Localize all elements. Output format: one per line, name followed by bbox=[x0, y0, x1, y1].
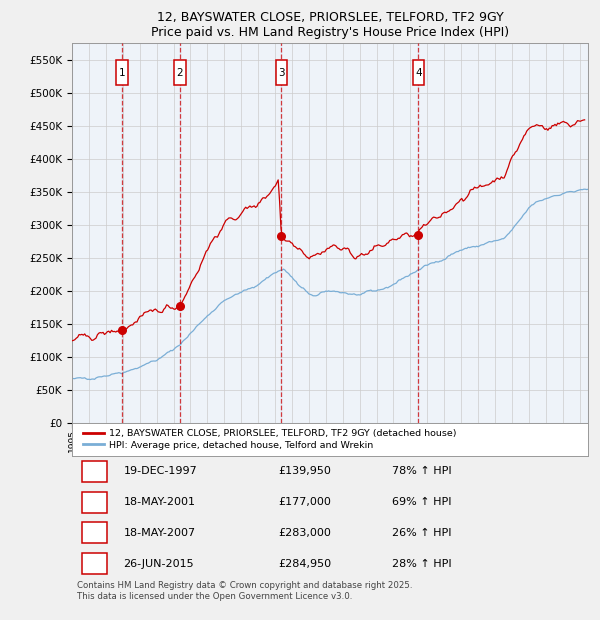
Text: £284,950: £284,950 bbox=[278, 559, 332, 569]
Bar bbox=[418, 43, 588, 423]
Text: 2: 2 bbox=[176, 68, 183, 78]
Text: 26-JUN-2015: 26-JUN-2015 bbox=[124, 559, 194, 569]
Text: Contains HM Land Registry data © Crown copyright and database right 2025.
This d: Contains HM Land Registry data © Crown c… bbox=[77, 580, 413, 601]
FancyBboxPatch shape bbox=[82, 553, 107, 574]
Text: 4: 4 bbox=[415, 68, 422, 78]
Text: 18-MAY-2007: 18-MAY-2007 bbox=[124, 528, 196, 538]
Legend: 12, BAYSWATER CLOSE, PRIORSLEE, TELFORD, TF2 9GY (detached house), HPI: Average : 12, BAYSWATER CLOSE, PRIORSLEE, TELFORD,… bbox=[79, 425, 460, 453]
Text: 3: 3 bbox=[278, 68, 285, 78]
Text: 18-MAY-2001: 18-MAY-2001 bbox=[124, 497, 196, 507]
Text: £139,950: £139,950 bbox=[278, 466, 331, 476]
Text: 3: 3 bbox=[91, 528, 98, 538]
Text: 2: 2 bbox=[91, 497, 98, 507]
FancyBboxPatch shape bbox=[174, 61, 186, 85]
Text: £283,000: £283,000 bbox=[278, 528, 331, 538]
FancyBboxPatch shape bbox=[413, 61, 424, 85]
Text: 28% ↑ HPI: 28% ↑ HPI bbox=[392, 559, 452, 569]
FancyBboxPatch shape bbox=[275, 61, 287, 85]
Bar bbox=[72, 43, 122, 423]
Text: 1: 1 bbox=[119, 68, 125, 78]
Text: 1: 1 bbox=[91, 466, 98, 476]
Text: 69% ↑ HPI: 69% ↑ HPI bbox=[392, 497, 451, 507]
Bar bbox=[122, 43, 180, 423]
Text: 4: 4 bbox=[91, 559, 98, 569]
Bar bbox=[180, 43, 281, 423]
FancyBboxPatch shape bbox=[82, 523, 107, 543]
FancyBboxPatch shape bbox=[82, 461, 107, 482]
Text: 26% ↑ HPI: 26% ↑ HPI bbox=[392, 528, 451, 538]
Text: £177,000: £177,000 bbox=[278, 497, 331, 507]
Bar bbox=[281, 43, 418, 423]
Text: 19-DEC-1997: 19-DEC-1997 bbox=[124, 466, 197, 476]
FancyBboxPatch shape bbox=[82, 492, 107, 513]
FancyBboxPatch shape bbox=[116, 61, 128, 85]
Title: 12, BAYSWATER CLOSE, PRIORSLEE, TELFORD, TF2 9GY
Price paid vs. HM Land Registry: 12, BAYSWATER CLOSE, PRIORSLEE, TELFORD,… bbox=[151, 11, 509, 40]
Text: 78% ↑ HPI: 78% ↑ HPI bbox=[392, 466, 452, 476]
